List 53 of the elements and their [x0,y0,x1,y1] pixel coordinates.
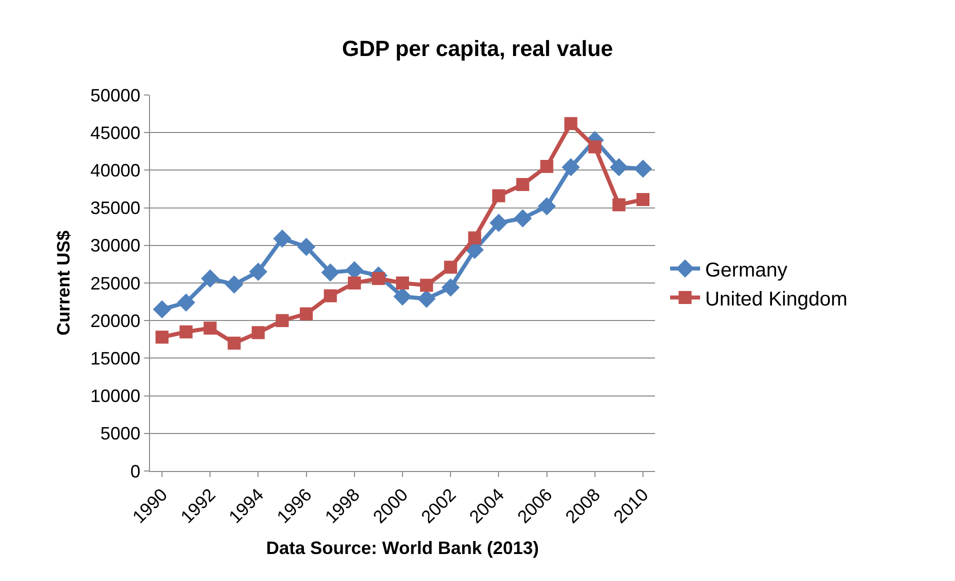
point [636,193,650,206]
y-tick-label: 10000 [90,386,140,406]
point [612,198,626,212]
y-tick-label: 40000 [90,160,140,180]
point [204,322,217,335]
point [152,300,172,318]
point [610,158,628,176]
point [249,262,268,281]
point [321,263,340,282]
chart-title: GDP per capita, real value [342,36,614,62]
point [492,189,506,202]
point [324,289,337,302]
point [538,197,556,216]
point [201,269,220,288]
point [180,325,193,338]
y-tick-label: 45000 [90,122,140,143]
point [562,158,580,176]
point [540,160,554,173]
point [417,290,436,308]
point [564,117,578,130]
point [225,275,244,294]
point [490,214,508,232]
point [444,260,458,274]
legend-label: United Kingdom [705,288,848,310]
point [297,238,316,256]
point [273,230,292,248]
point [588,140,602,154]
y-tick-label: 0 [130,461,140,482]
point [442,278,460,297]
y-tick-label: 35000 [90,198,140,218]
y-tick-label: 30000 [90,236,140,256]
legend-label: Germany [705,259,788,282]
y-axis-title: Current US$ [54,230,74,336]
point [156,330,169,344]
y-tick-label: 15000 [90,348,140,368]
point [348,276,361,290]
point [300,307,313,320]
point [516,178,530,191]
point [372,272,385,285]
point [396,276,409,290]
y-tick-label: 20000 [90,310,140,331]
point [420,278,434,292]
point [276,314,289,328]
point [252,326,265,340]
point [468,231,482,244]
point [176,293,196,312]
point [228,336,241,350]
y-tick-label: 50000 [90,85,140,106]
y-tick-label: 25000 [90,273,140,294]
y-tick-label: 5000 [100,424,140,444]
point [634,160,652,178]
point [514,209,532,228]
x-axis-title: Data Source: World Bank (2013) [266,538,539,558]
